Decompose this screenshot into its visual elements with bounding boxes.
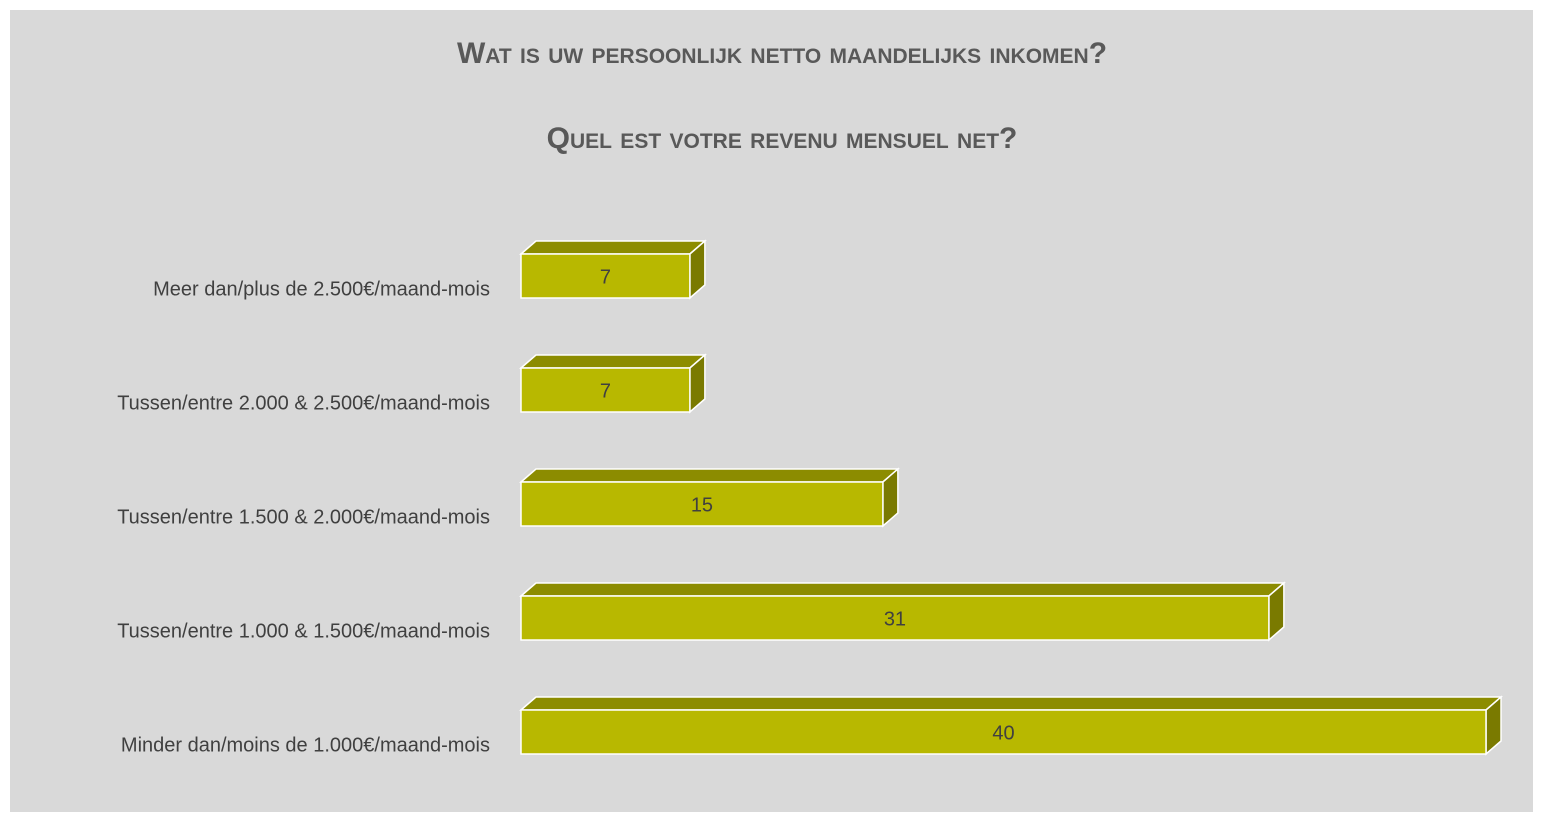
value-label: 15 <box>691 494 713 516</box>
bar-top <box>518 468 900 483</box>
bar-top <box>518 696 1504 711</box>
value-label: 40 <box>992 722 1014 744</box>
value-label: 7 <box>600 266 611 288</box>
bar-top <box>518 240 707 255</box>
category-label: Minder dan/moins de 1.000€/maand-mois <box>121 734 490 756</box>
category-label: Meer dan/plus de 2.500€/maand-mois <box>153 278 490 300</box>
chart-title: Wat is uw persoonlijk netto maandelijks … <box>457 37 1107 70</box>
value-label: 7 <box>600 380 611 402</box>
chart-subtitle: Quel est votre revenu mensuel net? <box>547 122 1018 155</box>
category-label: Tussen/entre 1.500 & 2.000€/maand-mois <box>117 506 490 528</box>
category-label: Tussen/entre 2.000 & 2.500€/maand-mois <box>117 392 490 414</box>
chart-background <box>10 10 1533 812</box>
value-label: 31 <box>884 608 906 630</box>
category-label: Tussen/entre 1.000 & 1.500€/maand-mois <box>117 620 490 642</box>
bar-top <box>518 582 1286 597</box>
bar <box>520 709 1487 755</box>
bar <box>520 481 884 527</box>
bar <box>520 253 691 299</box>
bar <box>520 367 691 413</box>
bar-top <box>518 354 707 369</box>
bar <box>520 595 1270 641</box>
